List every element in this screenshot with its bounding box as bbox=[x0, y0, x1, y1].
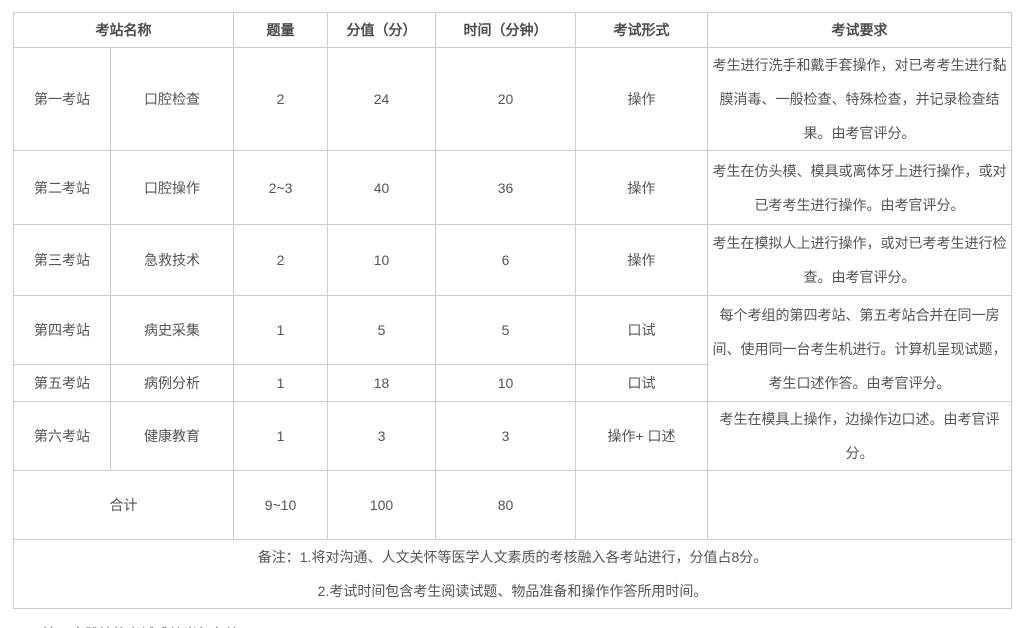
table-row-station-1: 第一考站 口腔检查 2 24 20 操作 考生进行洗手和戴手套操作，对已考考生进… bbox=[13, 47, 1012, 151]
score-cell: 5 bbox=[327, 295, 436, 365]
score-cell: 10 bbox=[327, 224, 436, 296]
requirements-cell: 考生在模具上操作，边操作边口述。由考官评分。 bbox=[707, 401, 1012, 471]
station-cell: 第六考站 bbox=[13, 401, 111, 471]
remark-line-1: 备注：1.将对沟通、人文关怀等医学人文素质的考核融入各考站进行，分值占8分。 bbox=[257, 549, 768, 565]
station-name-cell: 病例分析 bbox=[110, 364, 234, 402]
header-score: 分值（分） bbox=[327, 12, 436, 48]
score-cell: 40 bbox=[327, 150, 436, 225]
format-cell: 操作 bbox=[575, 150, 708, 225]
score-cell: 3 bbox=[327, 401, 436, 471]
station-cell: 第五考站 bbox=[13, 364, 111, 402]
station-cell: 第三考站 bbox=[13, 224, 111, 296]
requirements-cell: 考生在模拟人上进行操作，或对已考考生进行检查。由考官评分。 bbox=[707, 224, 1012, 296]
station-name-cell: 病史采集 bbox=[110, 295, 234, 365]
header-question-count: 题量 bbox=[233, 12, 328, 48]
remark-row: 备注：1.将对沟通、人文关怀等医学人文素质的考核融入各考站进行，分值占8分。 2… bbox=[13, 539, 1012, 609]
requirements-cell: 考生进行洗手和戴手套操作，对已考考生进行黏膜消毒、一般检查、特殊检查，并记录检查… bbox=[707, 47, 1012, 151]
table-row-station-4: 第四考站 病史采集 1 5 5 口试 每个考组的第四考站、第五考站合并在同一房间… bbox=[13, 295, 1012, 402]
format-cell: 口试 bbox=[575, 295, 708, 365]
header-exam-requirements: 考试要求 bbox=[707, 12, 1012, 48]
total-question-count-cell: 9~10 bbox=[233, 470, 328, 540]
remark-line-2: 2.考试时间包含考生阅读试题、物品准备和操作作答所用时间。 bbox=[317, 583, 708, 599]
station-name-cell: 急救技术 bbox=[110, 224, 234, 296]
requirements-cell: 考生在仿头模、模具或离体牙上进行操作，或对已考考生进行操作。由考官评分。 bbox=[707, 150, 1012, 225]
table-row-station-2: 第二考站 口腔操作 2~3 40 36 操作 考生在仿头模、模具或离体牙上进行操… bbox=[13, 150, 1012, 225]
question-count-cell: 2~3 bbox=[233, 150, 328, 225]
question-count-cell: 1 bbox=[233, 295, 328, 365]
station-cell: 第二考站 bbox=[13, 150, 111, 225]
station-cell: 第一考站 bbox=[13, 47, 111, 151]
format-cell: 口试 bbox=[575, 364, 708, 402]
remark-cell: 备注：1.将对沟通、人文关怀等医学人文素质的考核融入各考站进行，分值占8分。 2… bbox=[13, 539, 1012, 609]
total-score-cell: 100 bbox=[327, 470, 436, 540]
header-row: 考站名称 题量 分值（分） 时间（分钟） 考试形式 考试要求 bbox=[13, 12, 1012, 48]
time-cell: 20 bbox=[435, 47, 576, 151]
total-format-cell-empty bbox=[575, 470, 708, 540]
total-row: 合计 9~10 100 80 bbox=[13, 470, 1012, 540]
format-cell: 操作+ 口述 bbox=[575, 401, 708, 471]
time-cell: 3 bbox=[435, 401, 576, 471]
question-count-cell: 2 bbox=[233, 47, 328, 151]
station-cell: 第四考站 bbox=[13, 295, 111, 365]
station-name-cell: 口腔检查 bbox=[110, 47, 234, 151]
footnote: 注：实践技能考试成绩当年有效。 bbox=[43, 625, 1026, 628]
total-label-cell: 合计 bbox=[13, 470, 234, 540]
table-row-station-3: 第三考站 急救技术 2 10 6 操作 考生在模拟人上进行操作，或对已考考生进行… bbox=[13, 224, 1012, 296]
exam-stations-table: 考站名称 题量 分值（分） 时间（分钟） 考试形式 考试要求 第一考站 口腔检查… bbox=[13, 12, 1012, 609]
requirements-cell-merged: 每个考组的第四考站、第五考站合并在同一房间、使用同一台考生机进行。计算机呈现试题… bbox=[707, 295, 1012, 402]
time-cell: 6 bbox=[435, 224, 576, 296]
format-cell: 操作 bbox=[575, 224, 708, 296]
question-count-cell: 1 bbox=[233, 401, 328, 471]
score-cell: 24 bbox=[327, 47, 436, 151]
time-cell: 36 bbox=[435, 150, 576, 225]
time-cell: 5 bbox=[435, 295, 576, 365]
station-name-cell: 口腔操作 bbox=[110, 150, 234, 225]
table-row-station-5: 第五考站 病例分析 1 18 10 口试 bbox=[13, 364, 1012, 402]
total-time-cell: 80 bbox=[435, 470, 576, 540]
station-name-cell: 健康教育 bbox=[110, 401, 234, 471]
table-row-station-6: 第六考站 健康教育 1 3 3 操作+ 口述 考生在模具上操作，边操作边口述。由… bbox=[13, 401, 1012, 471]
format-cell: 操作 bbox=[575, 47, 708, 151]
question-count-cell: 2 bbox=[233, 224, 328, 296]
header-time: 时间（分钟） bbox=[435, 12, 576, 48]
header-exam-format: 考试形式 bbox=[575, 12, 708, 48]
time-cell: 10 bbox=[435, 364, 576, 402]
header-station-name: 考站名称 bbox=[13, 12, 234, 48]
score-cell: 18 bbox=[327, 364, 436, 402]
total-requirements-cell-empty bbox=[707, 470, 1012, 540]
question-count-cell: 1 bbox=[233, 364, 328, 402]
